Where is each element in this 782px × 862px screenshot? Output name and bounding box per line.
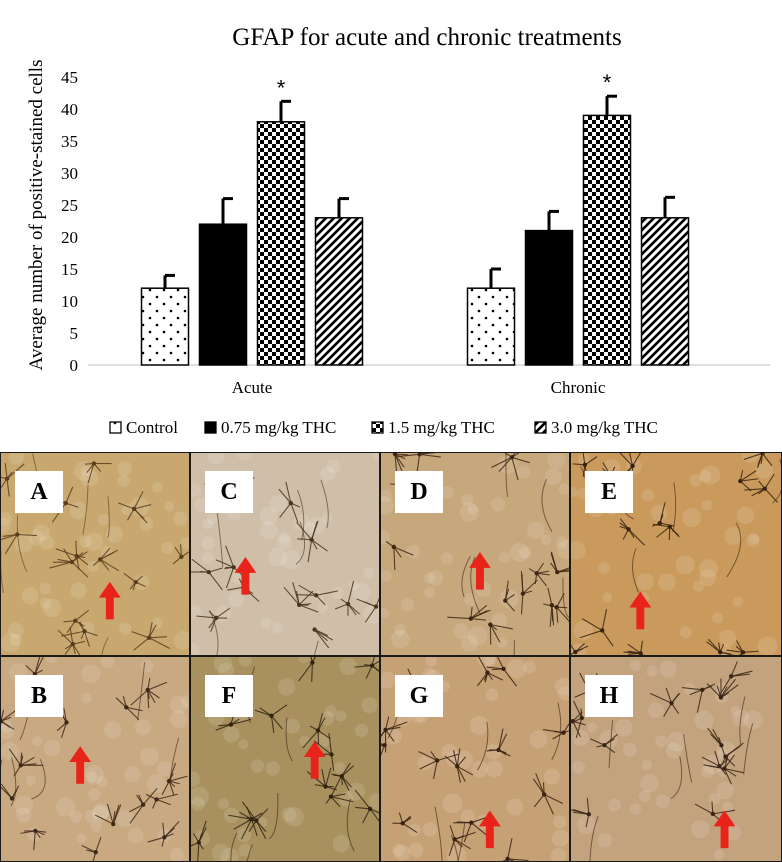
- y-tick-label: 5: [70, 324, 79, 343]
- micrograph-panel-g: G: [380, 656, 570, 862]
- bar: [140, 287, 190, 366]
- y-tick-label: 45: [61, 68, 78, 87]
- legend-entry: 3.0 mg/kg THC: [551, 418, 658, 437]
- red-arrow-icon: [629, 591, 652, 630]
- panel-label: D: [395, 471, 443, 513]
- micrograph-panel-b: B: [0, 656, 190, 862]
- micrograph-panels: A C D E B F G H: [0, 452, 782, 862]
- panel-label: B: [15, 675, 63, 717]
- y-axis-label: Average number of positive-stained cells: [26, 60, 47, 371]
- significance-marker: *: [277, 75, 286, 100]
- panel-label: F: [205, 675, 253, 717]
- micrograph-image: [381, 453, 569, 655]
- red-arrow-icon: [303, 741, 326, 779]
- micrograph-panel-f: F: [190, 656, 380, 862]
- legend-swatch: [534, 421, 547, 434]
- micrograph-image: [191, 453, 379, 655]
- legend-swatch: [204, 421, 217, 434]
- chart-canvas: GFAP for acute and chronic treatments Av…: [26, 24, 770, 437]
- panel-label: H: [585, 675, 633, 717]
- significance-marker: *: [603, 70, 612, 95]
- legend-swatch: [109, 421, 122, 434]
- legend-entry: 0.75 mg/kg THC: [221, 418, 336, 437]
- bar: [314, 217, 364, 366]
- micrograph-panel-a: A: [0, 452, 190, 656]
- legend-entry: Control: [126, 418, 178, 437]
- red-arrow-icon: [234, 556, 257, 595]
- gfap-bar-chart: GFAP for acute and chronic treatments Av…: [26, 24, 770, 437]
- chart-title: GFAP for acute and chronic treatments: [232, 24, 621, 51]
- red-arrow-icon: [69, 746, 92, 784]
- x-category-label: Acute: [232, 378, 273, 397]
- chart-legend: Control 0.75 mg/kg THC 1.5 mg/kg THC 3.0 mg…: [109, 418, 658, 437]
- x-axis-labels: Acute Chronic: [232, 378, 606, 397]
- x-category-label: Chronic: [551, 378, 606, 397]
- panel-label: E: [585, 471, 633, 513]
- red-arrow-icon: [469, 552, 491, 590]
- micrograph-panel-e: E: [570, 452, 782, 656]
- legend-entry: 1.5 mg/kg THC: [388, 418, 495, 437]
- panel-label: C: [205, 471, 253, 513]
- y-tick-label: 20: [61, 228, 78, 247]
- bars-group: * *: [140, 70, 690, 366]
- red-arrow-icon: [713, 810, 736, 849]
- y-axis-ticks: 0 5 10 15 20 25 30 35 40 45: [61, 68, 78, 375]
- y-tick-label: 0: [70, 356, 79, 375]
- bar: [466, 287, 516, 366]
- panel-label: G: [395, 675, 443, 717]
- y-tick-label: 25: [61, 196, 78, 215]
- micrograph-panel-h: H: [570, 656, 782, 862]
- red-arrow-icon: [478, 810, 501, 849]
- bar: [198, 223, 248, 366]
- bar: [582, 114, 632, 366]
- bar: [524, 229, 574, 366]
- bar: [640, 217, 690, 366]
- bar: [256, 121, 306, 366]
- y-tick-label: 35: [61, 132, 78, 151]
- y-tick-label: 40: [61, 100, 78, 119]
- y-tick-label: 30: [61, 164, 78, 183]
- micrograph-panel-c: C: [190, 452, 380, 656]
- y-tick-label: 10: [61, 292, 78, 311]
- micrograph-image: [1, 453, 189, 655]
- panel-label: A: [15, 471, 63, 513]
- red-arrow-icon: [98, 581, 121, 620]
- y-tick-label: 15: [61, 260, 78, 279]
- legend-swatch: [371, 421, 384, 434]
- micrograph-panel-d: D: [380, 452, 570, 656]
